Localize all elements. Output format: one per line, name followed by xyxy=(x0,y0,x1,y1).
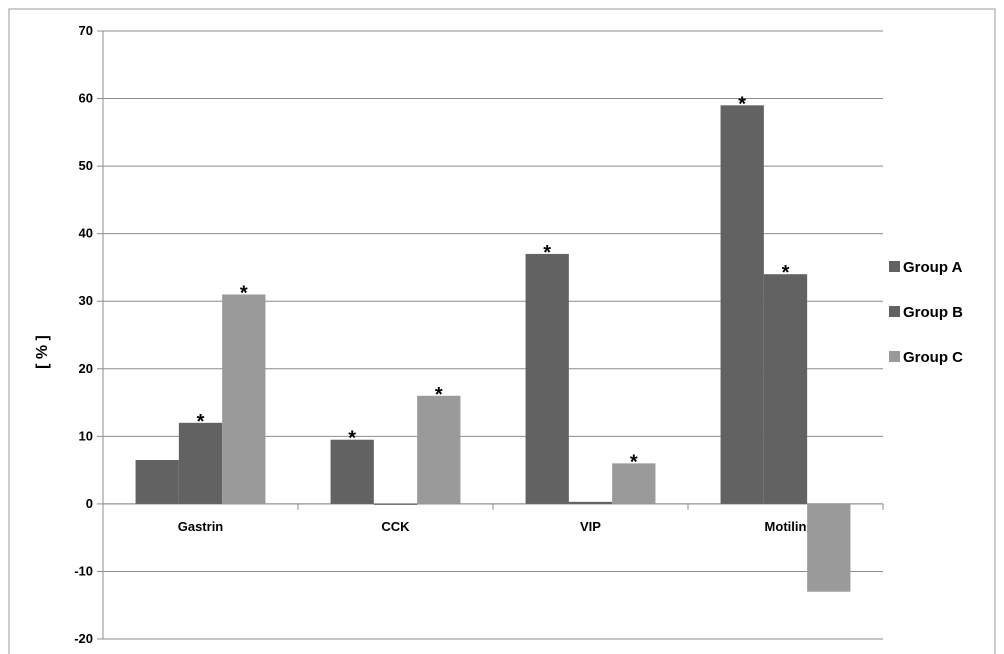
legend-label: Group A xyxy=(903,259,963,276)
significance-marker: * xyxy=(738,93,746,115)
bars xyxy=(135,105,851,592)
y-tick-label: 60 xyxy=(79,91,93,106)
significance-marker: * xyxy=(543,242,551,264)
bar-group-b xyxy=(178,422,223,504)
y-tick-label: 40 xyxy=(79,226,93,241)
bar-group-b xyxy=(568,501,613,504)
significance-marker: * xyxy=(240,282,248,304)
y-tick-label: 0 xyxy=(86,496,93,511)
significance-marker: * xyxy=(435,384,443,406)
axis-labels: -20 -10 0 10 20 30 40 50 60 70 Gastrin CCK VIP Motili… xyxy=(74,23,806,646)
bar-group-c xyxy=(417,395,461,504)
bar-group-a xyxy=(720,105,764,504)
category-label: CCK xyxy=(381,519,410,534)
legend-label: Group C xyxy=(903,349,963,366)
significance-marker: * xyxy=(197,411,205,433)
bar-group-a xyxy=(525,253,569,504)
bar-group-c xyxy=(807,503,851,592)
category-label: Gastrin xyxy=(178,519,224,534)
y-axis-title: [ % ] xyxy=(34,335,51,369)
significance-marker: * xyxy=(782,262,790,284)
gridlines xyxy=(103,30,883,640)
bar-group-c xyxy=(612,463,656,504)
y-tick-label: 20 xyxy=(79,361,93,376)
bar-group-b xyxy=(763,274,808,504)
legend-label: Group B xyxy=(903,304,963,321)
y-tick-label: -20 xyxy=(74,631,93,646)
bar-group-b xyxy=(373,503,418,505)
y-tick-label: 10 xyxy=(79,428,93,443)
legend-swatch xyxy=(889,351,900,362)
category-label: VIP xyxy=(580,519,601,534)
category-label: Motilin xyxy=(765,519,807,534)
bar-group-a xyxy=(135,459,179,504)
y-tick-label: 70 xyxy=(79,23,93,38)
y-tick-label: 50 xyxy=(79,158,93,173)
y-tick-label: -10 xyxy=(74,563,93,578)
significance-marker: * xyxy=(348,428,356,450)
y-tick-label: 30 xyxy=(79,293,93,308)
bar-group-a xyxy=(330,439,374,504)
significance-marker: * xyxy=(630,451,638,473)
legend: Group A Group B Group C xyxy=(889,259,963,366)
bar-group-c xyxy=(222,294,266,504)
legend-swatch xyxy=(889,306,900,317)
legend-swatch xyxy=(889,261,900,272)
